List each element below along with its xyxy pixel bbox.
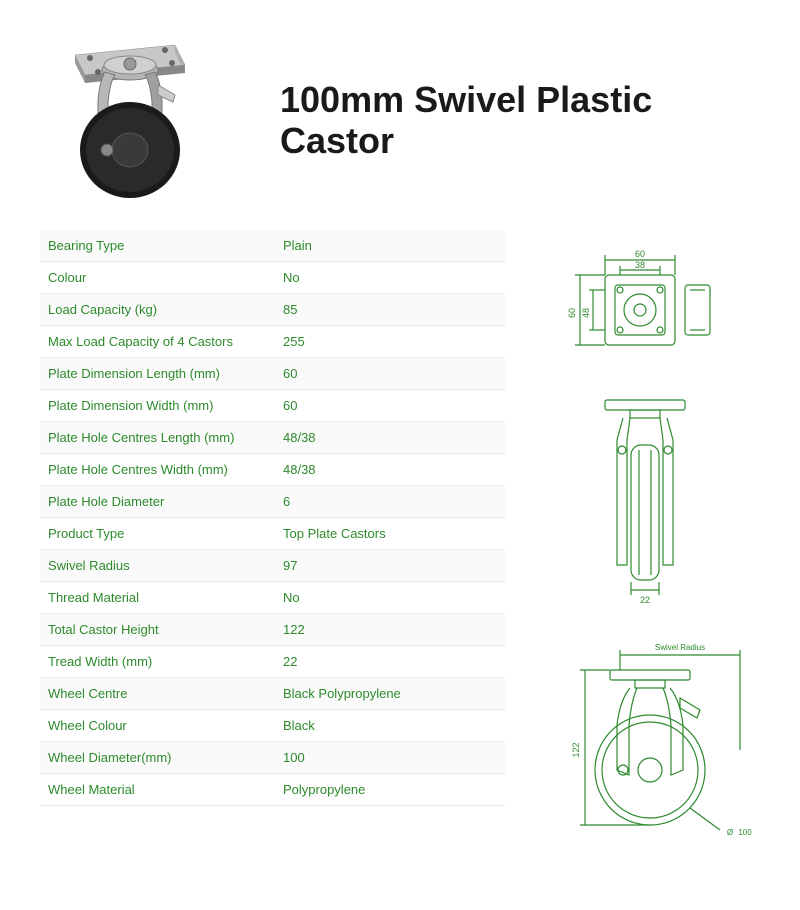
spec-label: Max Load Capacity of 4 Castors: [48, 334, 283, 349]
svg-text:122: 122: [571, 742, 581, 757]
spec-value: 122: [283, 622, 305, 637]
spec-label: Plate Hole Centres Length (mm): [48, 430, 283, 445]
spec-value: 97: [283, 558, 297, 573]
diagram-side-view: Swivel Radius 122: [535, 630, 775, 840]
spec-label: Wheel Centre: [48, 686, 283, 701]
spec-value: Black Polypropylene: [283, 686, 401, 701]
spec-value: 100: [283, 750, 305, 765]
spec-row: Product TypeTop Plate Castors: [40, 518, 505, 550]
spec-label: Plate Dimension Width (mm): [48, 398, 283, 413]
svg-text:22: 22: [640, 595, 650, 605]
spec-row: Wheel ColourBlack: [40, 710, 505, 742]
spec-row: Max Load Capacity of 4 Castors255: [40, 326, 505, 358]
spec-value: No: [283, 590, 300, 605]
spec-row: Tread Width (mm)22: [40, 646, 505, 678]
svg-text:60: 60: [567, 308, 577, 318]
spec-value: Plain: [283, 238, 312, 253]
diagram-front-view: 22: [535, 390, 755, 610]
spec-label: Plate Hole Centres Width (mm): [48, 462, 283, 477]
spec-label: Total Castor Height: [48, 622, 283, 637]
spec-label: Load Capacity (kg): [48, 302, 283, 317]
spec-label: Bearing Type: [48, 238, 283, 253]
spec-label: Wheel Diameter(mm): [48, 750, 283, 765]
spec-row: Wheel Diameter(mm)100: [40, 742, 505, 774]
spec-label: Thread Material: [48, 590, 283, 605]
spec-value: 6: [283, 494, 290, 509]
spec-value: 85: [283, 302, 297, 317]
spec-label: Wheel Material: [48, 782, 283, 797]
spec-label: Wheel Colour: [48, 718, 283, 733]
svg-text:60: 60: [635, 249, 645, 259]
spec-row: Wheel CentreBlack Polypropylene: [40, 678, 505, 710]
spec-value: 255: [283, 334, 305, 349]
svg-text:38: 38: [635, 260, 645, 270]
spec-row: Wheel MaterialPolypropylene: [40, 774, 505, 806]
product-image: [40, 30, 220, 210]
spec-value: 22: [283, 654, 297, 669]
spec-value: 60: [283, 366, 297, 381]
spec-row: Plate Dimension Length (mm)60: [40, 358, 505, 390]
spec-value: Top Plate Castors: [283, 526, 386, 541]
spec-row: Plate Hole Centres Length (mm)48/38: [40, 422, 505, 454]
spec-value: No: [283, 270, 300, 285]
spec-value: Black: [283, 718, 315, 733]
spec-label: Colour: [48, 270, 283, 285]
spec-row: ColourNo: [40, 262, 505, 294]
spec-row: Plate Dimension Width (mm)60: [40, 390, 505, 422]
page-title: 100mm Swivel Plastic Castor: [280, 79, 770, 162]
diagram-top-view: 60 38 60 48: [535, 240, 755, 370]
spec-value: Polypropylene: [283, 782, 365, 797]
spec-value: 48/38: [283, 430, 316, 445]
spec-label: Product Type: [48, 526, 283, 541]
spec-table: Bearing TypePlainColourNoLoad Capacity (…: [40, 230, 505, 840]
spec-row: Total Castor Height122: [40, 614, 505, 646]
svg-text:100: 100: [738, 828, 752, 837]
svg-text:Swivel Radius: Swivel Radius: [655, 643, 705, 652]
spec-value: 60: [283, 398, 297, 413]
technical-diagrams: 60 38 60 48: [505, 230, 785, 840]
spec-row: Bearing TypePlain: [40, 230, 505, 262]
spec-row: Swivel Radius97: [40, 550, 505, 582]
spec-label: Swivel Radius: [48, 558, 283, 573]
svg-text:48: 48: [581, 308, 591, 318]
spec-row: Plate Hole Diameter6: [40, 486, 505, 518]
spec-label: Tread Width (mm): [48, 654, 283, 669]
spec-row: Plate Hole Centres Width (mm)48/38: [40, 454, 505, 486]
spec-row: Load Capacity (kg)85: [40, 294, 505, 326]
spec-row: Thread MaterialNo: [40, 582, 505, 614]
spec-label: Plate Hole Diameter: [48, 494, 283, 509]
spec-value: 48/38: [283, 462, 316, 477]
spec-label: Plate Dimension Length (mm): [48, 366, 283, 381]
svg-text:Ø: Ø: [727, 828, 733, 837]
